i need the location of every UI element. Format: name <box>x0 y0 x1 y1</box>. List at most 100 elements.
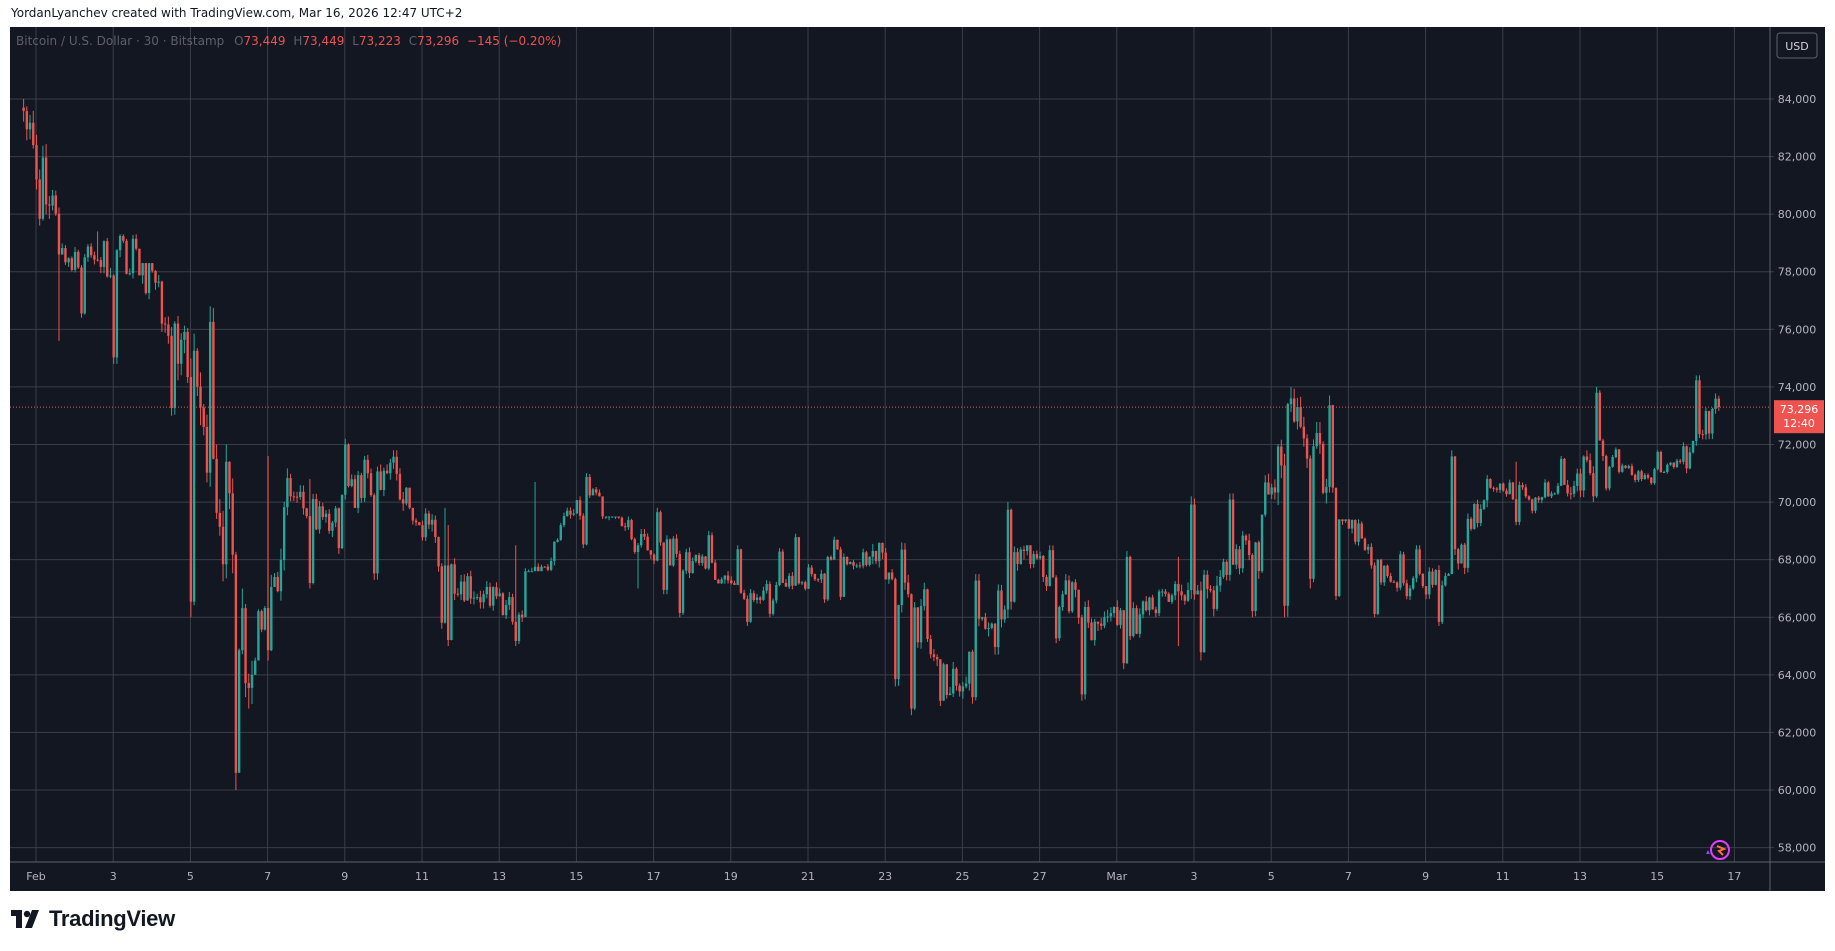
candle-body <box>315 499 318 530</box>
candle-body <box>598 492 601 497</box>
candle-body <box>25 111 29 130</box>
candle-body <box>566 510 569 517</box>
candle-body <box>942 664 945 701</box>
x-tick-label: 27 <box>1033 870 1047 883</box>
price-axis[interactable]: 58,000 60,000 62,000 64,000 66,000 68,000 70,0… <box>1769 27 1817 891</box>
candle-body <box>1666 464 1669 473</box>
candle-body <box>373 495 376 574</box>
candle-body <box>344 444 347 495</box>
candle-body <box>601 496 604 517</box>
tradingview-brand[interactable]: TradingView <box>11 906 175 932</box>
currency-button[interactable]: USD <box>1776 32 1818 59</box>
candle-body <box>1463 544 1466 568</box>
candle-body <box>1280 446 1283 466</box>
candle-body <box>739 549 743 593</box>
candle-body <box>1366 546 1370 550</box>
candle-body <box>1074 582 1077 590</box>
candle-body <box>1099 623 1103 626</box>
candle-body <box>524 571 527 618</box>
candle-body <box>1379 559 1383 583</box>
replay-icon[interactable] <box>1706 840 1730 860</box>
candle-body <box>932 654 936 658</box>
candle-body <box>360 475 363 498</box>
candle-body <box>202 407 205 428</box>
candle-body <box>231 493 234 555</box>
candle-body <box>102 241 106 267</box>
candle-body <box>1469 518 1473 529</box>
candle-body <box>1421 573 1425 587</box>
candle-body <box>569 510 572 515</box>
candle-body <box>1051 550 1055 578</box>
x-tick-label: 13 <box>1573 870 1587 883</box>
candle-body <box>450 564 453 641</box>
candle-body <box>646 536 649 551</box>
x-tick-label: 17 <box>1727 870 1741 883</box>
x-tick-label: 11 <box>415 870 429 883</box>
candle-body <box>1222 561 1225 577</box>
candle-body <box>1685 446 1688 469</box>
candle-body <box>781 551 784 583</box>
candle-body <box>784 582 788 587</box>
candle-body <box>733 583 736 585</box>
candle-body <box>1659 451 1663 473</box>
candle-body <box>247 683 250 688</box>
candle-body <box>80 267 83 314</box>
candle-body <box>1135 608 1138 634</box>
candle-body <box>1257 542 1261 572</box>
candle-body <box>717 579 720 584</box>
candle-body <box>1231 499 1235 565</box>
candle-body <box>630 520 633 540</box>
candle-body <box>482 594 485 603</box>
candle-body <box>1617 449 1621 472</box>
candle-body <box>861 552 865 566</box>
candle-body <box>257 611 260 661</box>
candle-body <box>540 566 543 572</box>
candle-body <box>1624 465 1627 468</box>
candle-body <box>1109 613 1113 617</box>
candle-body <box>842 556 846 597</box>
candle-body <box>1704 411 1708 435</box>
candle-body <box>86 246 90 258</box>
candle-body <box>929 639 932 655</box>
brand-name: TradingView <box>49 906 175 931</box>
candle-body <box>1148 597 1151 611</box>
candle-body <box>1228 499 1232 575</box>
candle-body <box>1315 433 1318 447</box>
chart-area <box>10 27 1825 891</box>
candle-body <box>1122 610 1125 664</box>
candle-body <box>1299 407 1302 427</box>
candle-body <box>633 539 636 552</box>
candle-body <box>1334 487 1338 596</box>
candle-body <box>109 275 112 277</box>
candle-body <box>118 236 122 251</box>
candle-body <box>1492 487 1495 489</box>
candle-body <box>1672 462 1675 467</box>
candle-body <box>897 604 900 680</box>
candle-body <box>1180 591 1183 596</box>
candle-body <box>1154 609 1158 614</box>
candle-body <box>704 556 707 569</box>
symbol-label[interactable]: Bitcoin / U.S. Dollar · 30 · Bitstamp <box>16 34 224 48</box>
x-tick-label: 23 <box>878 870 892 883</box>
candle-body <box>138 248 141 276</box>
candle-body <box>935 657 939 660</box>
candle-body <box>196 350 199 387</box>
candle-body <box>562 516 566 526</box>
candle-body <box>73 251 77 270</box>
y-tick-label: 72,000 <box>1778 439 1817 452</box>
time-axis[interactable]: Feb 3 5 7 9 11 13 15 17 19 21 23 25 27 Mar 3 5 7 9 11 13 15 17 <box>10 861 1825 883</box>
candle-body <box>1138 614 1141 634</box>
candle-body <box>556 539 559 542</box>
candle-body <box>263 607 267 630</box>
candle-body <box>1695 380 1698 442</box>
candle-body <box>652 554 656 561</box>
attribution-text: YordanLyanchev created with TradingView.… <box>11 6 463 20</box>
candle-body <box>1582 456 1585 491</box>
candle-body <box>1338 519 1341 596</box>
candle-body <box>1318 433 1322 444</box>
candle-body <box>1090 622 1093 641</box>
candle-body <box>1264 482 1267 515</box>
candle-body <box>1543 482 1547 498</box>
candle-body <box>385 470 389 474</box>
